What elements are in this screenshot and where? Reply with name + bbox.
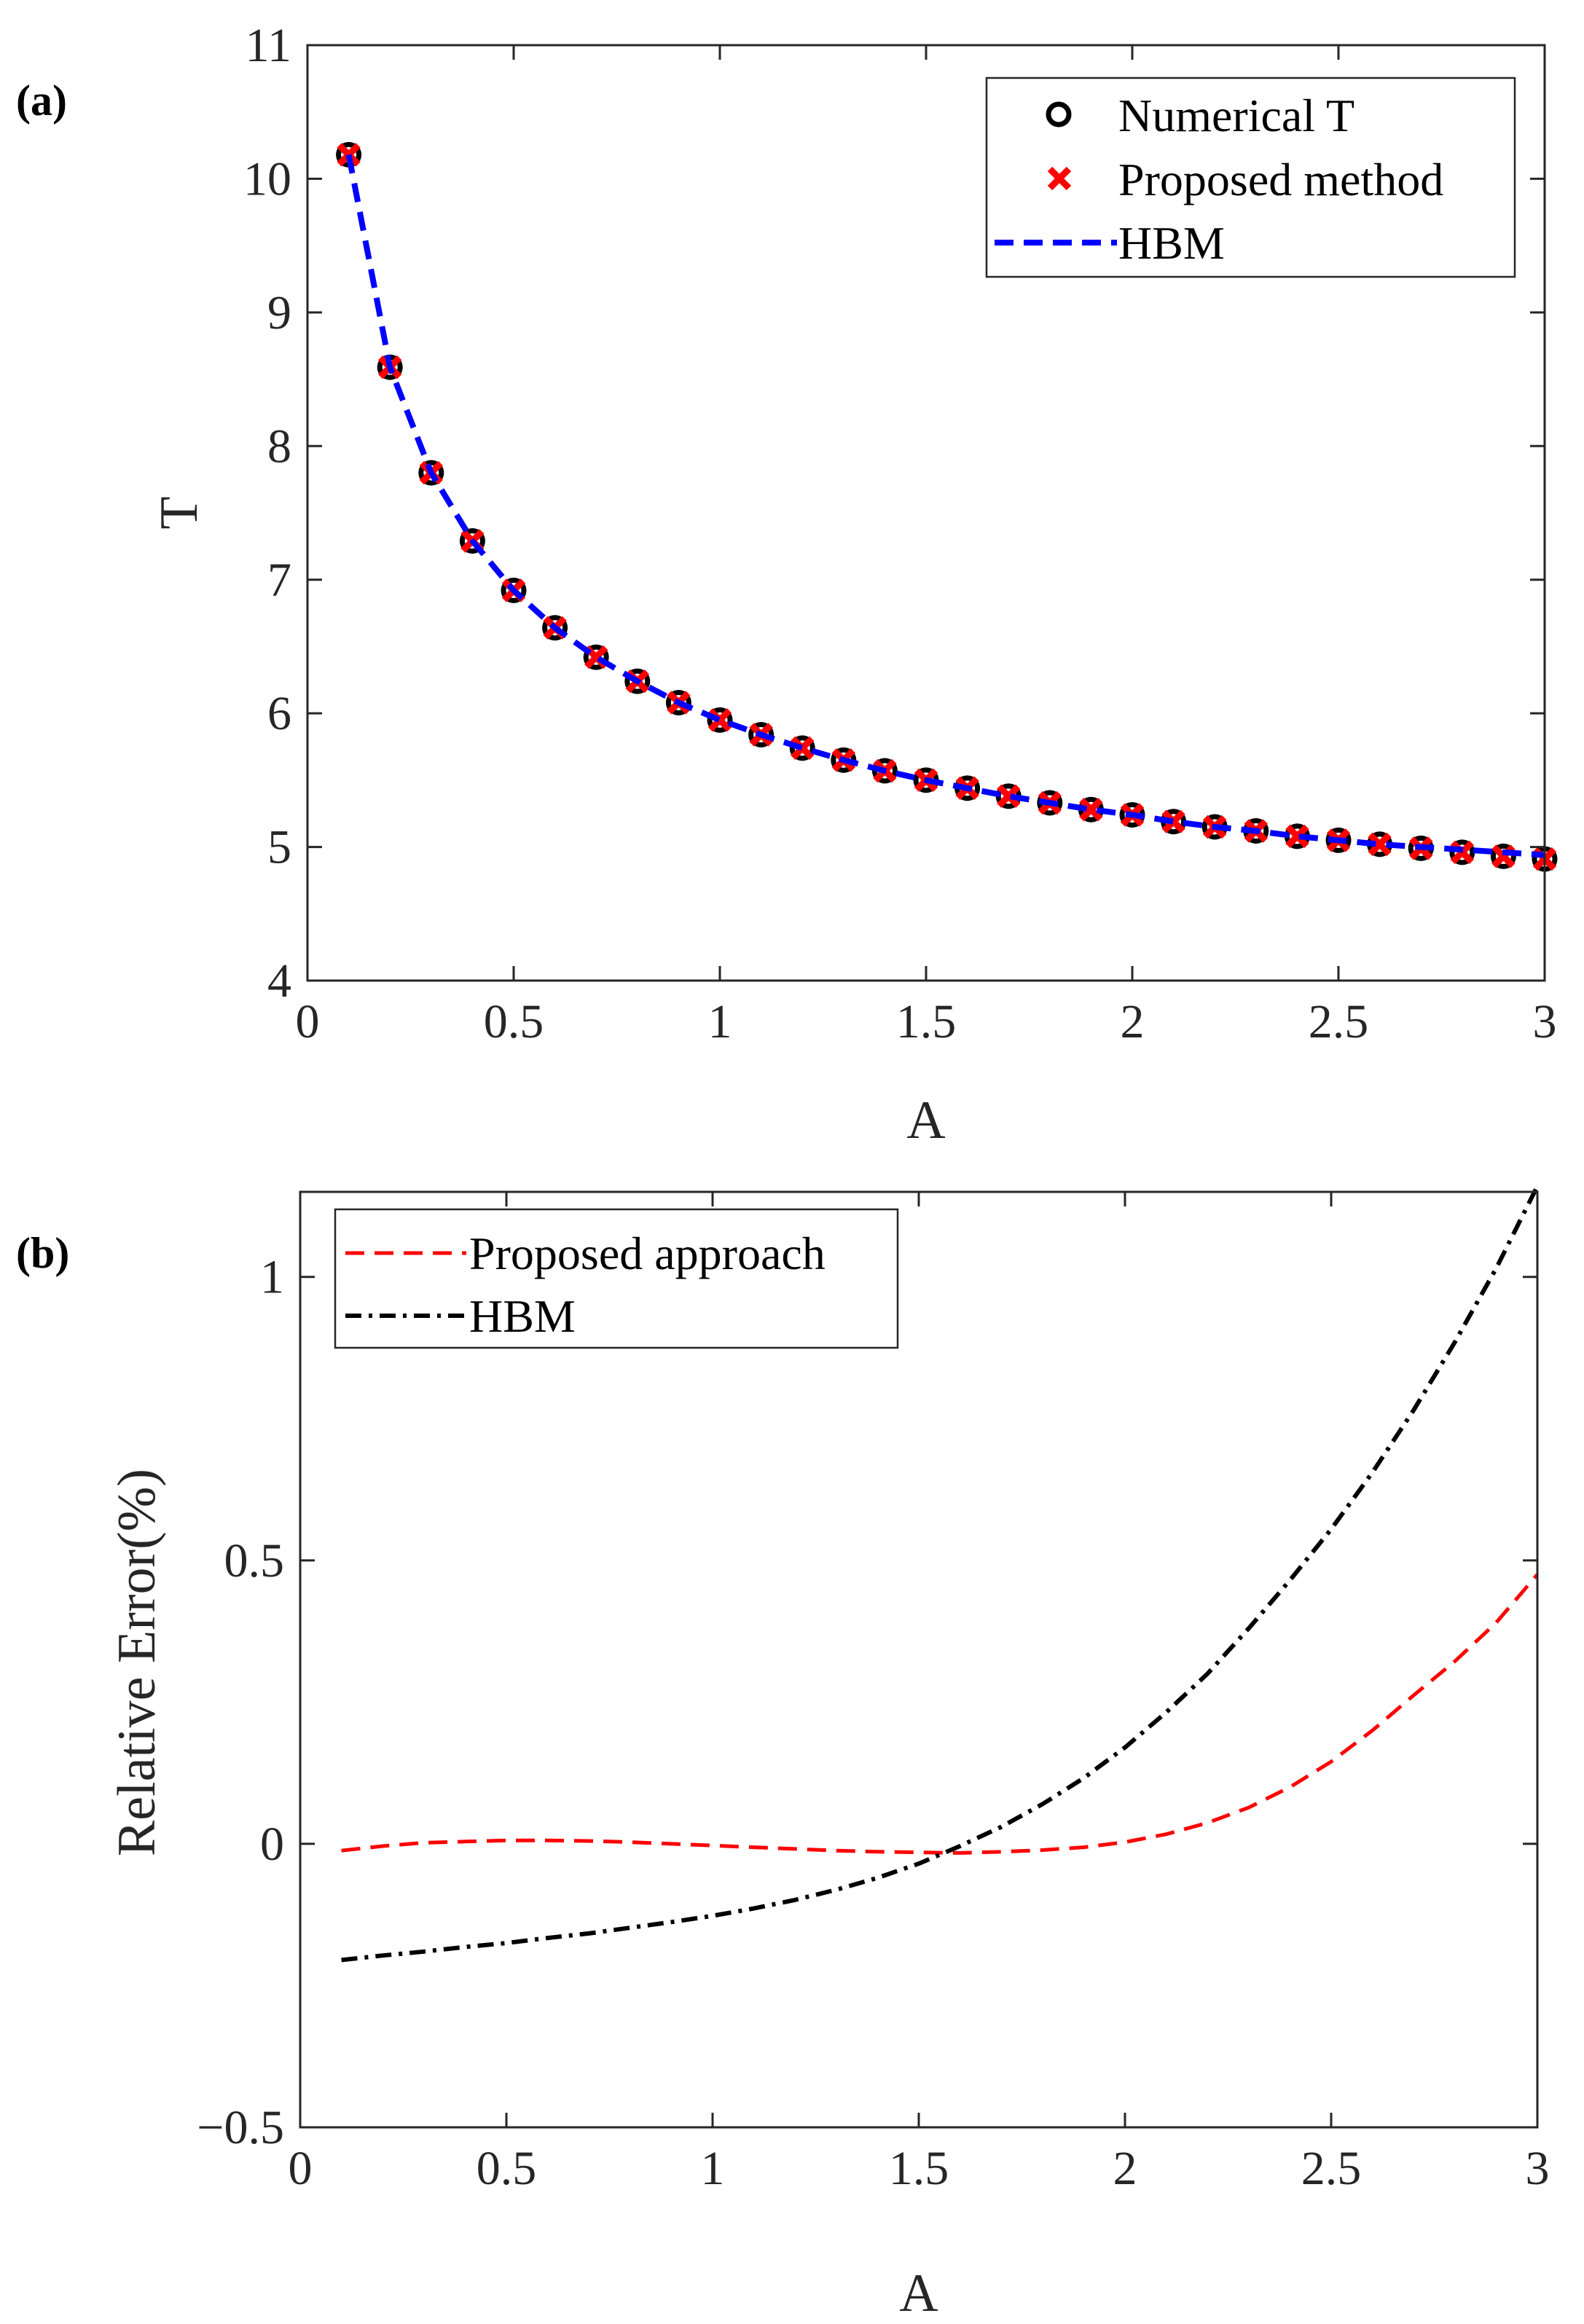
legend-proposed-method-label: Proposed method xyxy=(1118,154,1443,205)
b-x-tick-label: 1 xyxy=(701,2142,725,2195)
numerical-t-point xyxy=(583,644,609,670)
panel-a: (a) 0 0.5 1 1.5 2 2.5 3 4 5 6 7 8 9 10 11 A T Numerica… xyxy=(16,19,1558,1150)
b-y-tick-label: 0.5 xyxy=(224,1534,285,1587)
b-y-tick-label: 0 xyxy=(260,1818,284,1871)
b-x-tick-label: 2 xyxy=(1113,2142,1137,2195)
proposed-method-point xyxy=(1368,832,1392,857)
b-series-proposed-approach-line xyxy=(341,1573,1539,1855)
panel-a-plot-area xyxy=(336,141,1558,872)
b-series-hbm-line xyxy=(341,1185,1540,1963)
a-x-tick-label: 2.5 xyxy=(1309,995,1369,1048)
a-y-tick-label: 5 xyxy=(267,821,291,874)
a-x-tick-label: 3 xyxy=(1533,995,1557,1048)
numerical-t-point xyxy=(707,707,733,733)
numerical-t-point xyxy=(748,721,775,747)
proposed-method-point xyxy=(1161,809,1185,833)
legend-proposed-method-marker xyxy=(1047,166,1072,191)
panel-b-ticks: 0 0.5 1 1.5 2 2.5 3−0.500.51 xyxy=(197,1192,1550,2195)
b-x-tick-label: 0 xyxy=(289,2142,313,2195)
proposed-method-point xyxy=(791,736,815,761)
numerical-t-point xyxy=(542,615,568,641)
a-series-hbm-line xyxy=(345,154,1545,858)
proposed-method-point xyxy=(707,708,732,732)
legend-hbm-label-b: HBM xyxy=(469,1290,576,1342)
legend-numerical-t-label: Numerical T xyxy=(1118,90,1354,141)
b-x-tick-label: 1.5 xyxy=(889,2142,949,2195)
numerical-t-point xyxy=(624,668,651,694)
a-x-tick-label: 1 xyxy=(708,995,732,1048)
a-x-tick-label: 2 xyxy=(1121,995,1145,1048)
panel-a-y-axis-label: T xyxy=(149,496,209,529)
numerical-t-point xyxy=(501,577,527,603)
panel-a-label: (a) xyxy=(16,76,67,125)
a-y-tick-label: 9 xyxy=(267,286,291,339)
a-x-tick-label: 0.5 xyxy=(484,995,544,1048)
b-y-tick-label: −0.5 xyxy=(197,2101,284,2154)
a-y-tick-label: 4 xyxy=(267,954,291,1008)
legend-hbm-label: HBM xyxy=(1118,217,1225,269)
panel-b-y-axis-label: Relative Error(%) xyxy=(107,1469,167,1856)
panel-a-legend: Numerical T Proposed method HBM xyxy=(985,76,1516,278)
a-y-tick-label: 11 xyxy=(245,19,291,72)
a-y-tick-label: 10 xyxy=(243,152,291,205)
a-x-tick-label: 1.5 xyxy=(896,995,957,1048)
numerical-t-point xyxy=(1490,843,1516,869)
panel-b-x-axis-label: A xyxy=(899,2264,938,2323)
b-y-tick-label: 1 xyxy=(260,1251,284,1304)
numerical-t-point xyxy=(665,689,691,715)
numerical-t-point xyxy=(1449,839,1475,865)
panel-a-x-axis-label: A xyxy=(906,1091,945,1150)
panel-b-legend-box xyxy=(334,1208,899,1349)
panel-a-legend-box xyxy=(985,76,1516,278)
panel-b: (b) 0 0.5 1 1.5 2 2.5 3−0.500.51 A Relative Er… xyxy=(16,1185,1550,2323)
proposed-method-point xyxy=(1079,798,1103,822)
a-y-tick-label: 8 xyxy=(267,420,291,473)
a-y-tick-label: 6 xyxy=(267,687,291,740)
b-x-tick-label: 0.5 xyxy=(477,2142,537,2195)
legend-proposed-approach-label: Proposed approach xyxy=(469,1228,826,1279)
legend-numerical-t-marker xyxy=(1046,101,1072,127)
a-x-tick-label: 0 xyxy=(296,995,320,1048)
numerical-t-point xyxy=(459,528,485,554)
panel-a-ticks: 0 0.5 1 1.5 2 2.5 3 4 5 6 7 8 9 10 11 xyxy=(243,19,1557,1048)
numerical-t-point xyxy=(418,460,444,486)
a-y-tick-label: 7 xyxy=(267,554,291,607)
panel-b-legend: Proposed approach HBM xyxy=(334,1208,899,1349)
b-x-tick-label: 2.5 xyxy=(1301,2142,1362,2195)
b-x-tick-label: 3 xyxy=(1526,2142,1550,2195)
panel-b-plot-area xyxy=(341,1185,1540,1963)
proposed-method-point xyxy=(1285,824,1309,849)
panel-b-label: (b) xyxy=(16,1229,69,1277)
proposed-method-point xyxy=(997,784,1021,809)
